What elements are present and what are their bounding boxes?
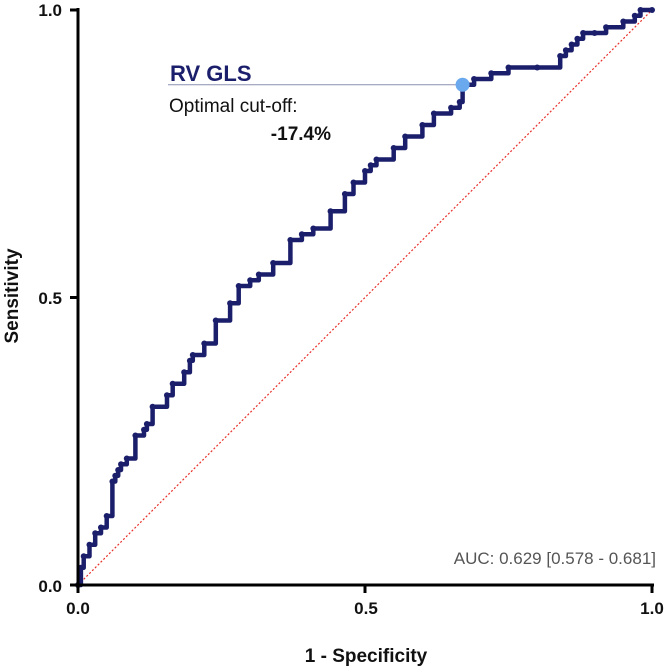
roc-point-28 xyxy=(287,237,294,243)
roc-point-3 xyxy=(86,541,93,548)
roc-point-55 xyxy=(620,18,627,25)
roc-point-46 xyxy=(505,64,512,71)
roc-point-12 xyxy=(132,432,139,439)
roc-point-5 xyxy=(97,524,104,531)
roc-point-44 xyxy=(471,76,478,82)
roc-point-11 xyxy=(123,455,130,462)
roc-point-29 xyxy=(298,231,305,238)
series-label-rv-gls: RV GLS xyxy=(170,61,252,86)
roc-point-26 xyxy=(255,271,262,278)
roc-point-2 xyxy=(80,553,87,560)
auc-annotation: AUC: 0.629 [0.578 - 0.681] xyxy=(454,549,656,568)
roc-point-8 xyxy=(112,472,119,479)
roc-point-36 xyxy=(373,156,380,163)
roc-point-9 xyxy=(115,467,122,473)
x-tick-label-1: 0.5 xyxy=(354,599,378,618)
roc-point-21 xyxy=(201,340,208,347)
roc-point-45 xyxy=(488,70,495,77)
roc-point-42 xyxy=(456,99,463,105)
roc-point-24 xyxy=(235,283,242,289)
roc-point-27 xyxy=(270,260,277,266)
optimal-cutoff-label: Optimal cut-off: xyxy=(169,96,297,117)
roc-point-35 xyxy=(367,162,374,169)
roc-point-18 xyxy=(181,369,188,376)
roc-point-56 xyxy=(631,12,638,19)
roc-point-31 xyxy=(327,208,334,215)
x-axis-title: 1 - Specificity xyxy=(305,646,428,667)
roc-point-52 xyxy=(580,30,587,36)
reference-diagonal-line xyxy=(77,9,653,586)
optimal-cutoff-point xyxy=(455,77,470,92)
roc-point-33 xyxy=(350,179,357,186)
roc-point-4 xyxy=(92,530,99,537)
y-tick-label-1: 0.5 xyxy=(38,289,62,308)
roc-point-16 xyxy=(163,392,170,399)
y-tick-label-0: 0.0 xyxy=(38,577,62,596)
roc-point-40 xyxy=(430,110,437,117)
y-axis-title: Sensitivity xyxy=(2,248,23,343)
roc-point-53 xyxy=(591,30,598,36)
roc-point-25 xyxy=(247,277,254,284)
roc-point-7 xyxy=(109,478,116,485)
roc-curve-points xyxy=(75,7,655,588)
roc-point-34 xyxy=(362,168,368,174)
roc-point-23 xyxy=(227,300,234,307)
x-axis-ticks xyxy=(76,585,654,593)
roc-point-30 xyxy=(310,225,317,232)
x-tick-label-0: 0.0 xyxy=(66,599,90,618)
roc-point-50 xyxy=(568,41,575,48)
roc-point-19 xyxy=(186,357,193,364)
optimal-cutoff-value: -17.4% xyxy=(271,124,331,145)
roc-point-58 xyxy=(649,7,655,13)
roc-point-13 xyxy=(141,426,148,433)
roc-point-47 xyxy=(534,64,541,71)
roc-point-10 xyxy=(118,461,125,468)
roc-point-39 xyxy=(419,122,426,128)
roc-point-41 xyxy=(448,104,455,111)
roc-point-49 xyxy=(562,47,569,54)
roc-point-51 xyxy=(574,35,581,42)
roc-point-54 xyxy=(603,24,610,31)
roc-point-20 xyxy=(189,352,196,358)
roc-point-48 xyxy=(557,53,564,59)
roc-point-32 xyxy=(341,191,348,197)
roc-point-37 xyxy=(390,145,397,151)
roc-point-6 xyxy=(103,513,110,519)
roc-point-17 xyxy=(169,380,176,387)
roc-point-57 xyxy=(637,7,644,13)
roc-point-38 xyxy=(402,133,409,140)
y-tick-label-2: 1.0 xyxy=(38,1,62,20)
roc-point-15 xyxy=(149,403,156,410)
x-tick-label-2: 1.0 xyxy=(640,599,664,618)
roc-point-22 xyxy=(212,317,219,324)
roc-point-14 xyxy=(143,421,150,427)
